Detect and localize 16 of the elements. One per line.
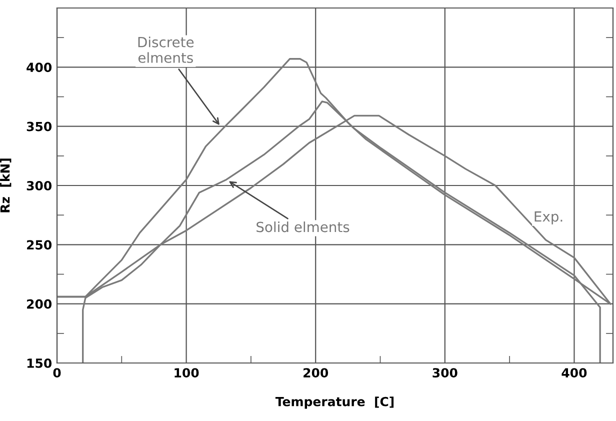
y-tick-label: 350 xyxy=(26,122,52,132)
x-tick-label: 0 xyxy=(53,368,61,378)
y-tick-label: 400 xyxy=(26,62,52,72)
y-tick-label: 150 xyxy=(27,358,52,368)
annotation: Discrete elments xyxy=(138,36,194,63)
y-axis-title: Rz [kN] xyxy=(0,158,12,212)
y-tick-label: 250 xyxy=(27,240,52,250)
x-tick-label: 400 xyxy=(562,368,587,378)
y-tick-label: 200 xyxy=(27,299,52,309)
y-tick-label: 300 xyxy=(26,180,52,190)
x-tick-label: 300 xyxy=(432,368,458,378)
x-tick-label: 100 xyxy=(174,368,199,378)
x-tick-label: 200 xyxy=(304,368,328,378)
x-axis-title: Temperature [C] xyxy=(275,396,394,409)
annotation: Solid elments xyxy=(256,221,350,232)
annotation: Exp. xyxy=(534,211,562,224)
